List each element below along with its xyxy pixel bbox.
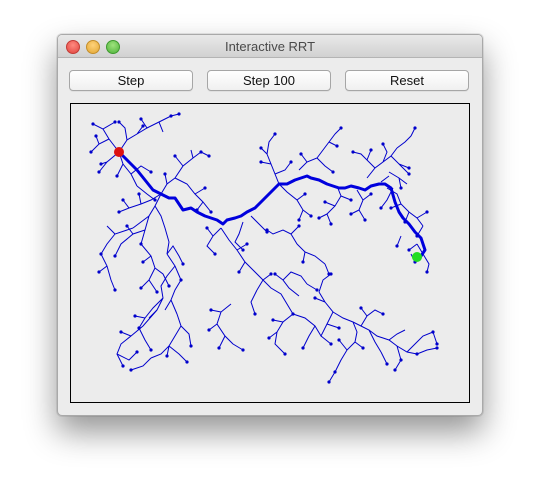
tree-edges <box>90 113 438 383</box>
window-title: Interactive RRT <box>224 39 316 54</box>
goal-node <box>412 252 422 262</box>
step-100-button[interactable]: Step 100 <box>207 70 331 91</box>
rrt-tree-drawing <box>89 112 439 384</box>
reset-button[interactable]: Reset <box>345 70 469 91</box>
solution-path <box>117 150 427 261</box>
start-node <box>114 147 124 157</box>
maximize-icon[interactable] <box>106 40 120 54</box>
rrt-canvas[interactable] <box>70 103 470 403</box>
close-icon[interactable] <box>66 40 80 54</box>
tree-nodes <box>89 112 439 384</box>
app-window: Interactive RRT Step Step 100 Reset <box>57 34 483 416</box>
step-button[interactable]: Step <box>69 70 193 91</box>
minimize-icon[interactable] <box>86 40 100 54</box>
title-bar: Interactive RRT <box>58 35 482 58</box>
